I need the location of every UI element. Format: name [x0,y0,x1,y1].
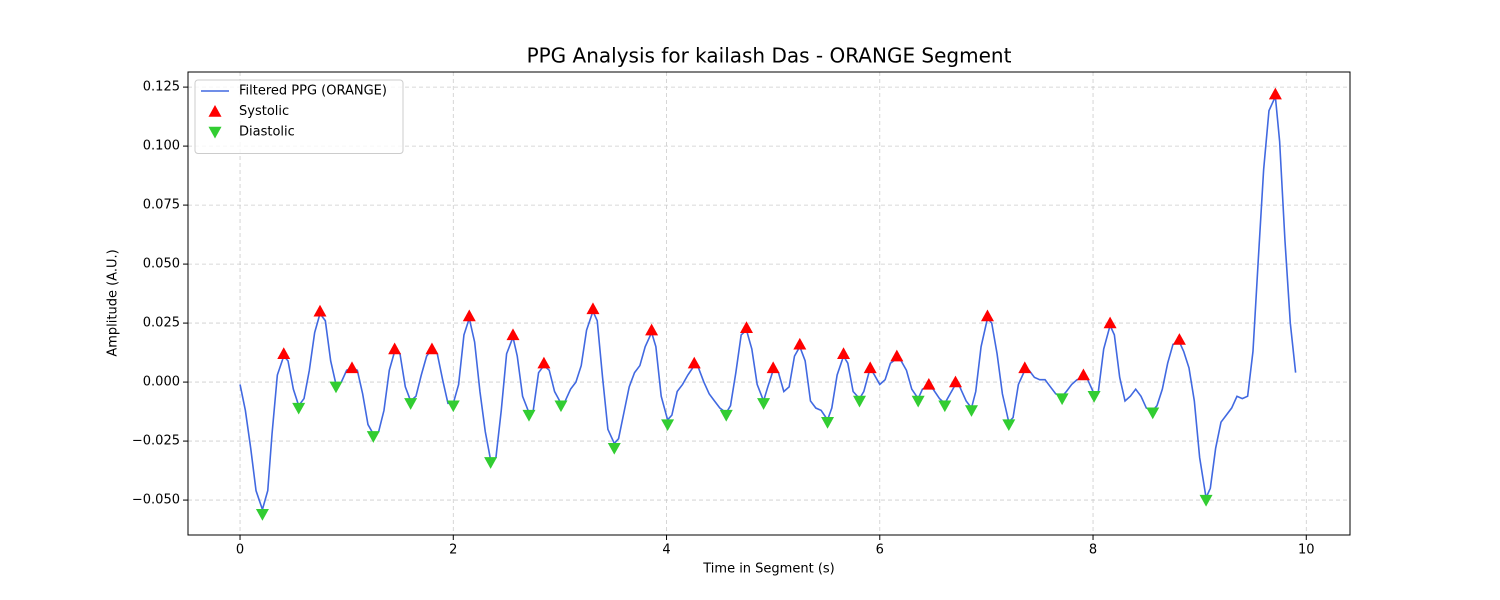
x-tick-label: 2 [449,543,457,558]
x-tick-label: 4 [662,543,670,558]
y-tick-label: 0.100 [143,139,180,154]
diastolic-marker [404,398,418,410]
systolic-marker [980,309,994,322]
plot-frame [187,71,1351,536]
legend-swatch [208,105,222,117]
systolic-marker [793,337,807,350]
systolic-marker [345,361,359,374]
legend-swatch [208,126,222,139]
chart-title: PPG Analysis for kailash Das - ORANGE Se… [527,44,1012,68]
systolic-marker [766,361,780,374]
diastolic-marker [964,405,978,417]
x-axis-label: Time in Segment (s) [702,562,834,577]
y-tick-label: 0.125 [143,80,180,95]
x-tick-label: 0 [236,543,244,558]
systolic-marker [1018,361,1032,374]
diastolic-marker [661,419,675,432]
x-tick-label: 6 [876,543,884,558]
legend-box [194,79,404,154]
systolic-marker [586,302,600,315]
systolic-marker [890,349,904,362]
y-tick-label: −0.025 [132,434,180,449]
systolic-marker [537,356,551,369]
systolic-marker [948,375,962,388]
y-tick-label: 0.075 [143,198,180,213]
data-line [239,93,1297,513]
legend-label: Systolic [239,104,289,119]
systolic-marker [687,356,701,369]
diastolic-marker [366,431,380,443]
systolic-marker [837,347,851,359]
diastolic-marker [607,442,621,455]
systolic-marker [313,304,327,317]
diastolic-marker [757,398,771,410]
systolic-marker [277,347,291,359]
diastolic-marker [911,395,925,408]
diastolic-marker [1087,391,1101,403]
y-axis-label: Amplitude (A.U.) [106,249,121,356]
diastolic-marker [821,416,835,429]
diastolic-marker [522,409,536,422]
systolic-marker [1103,316,1117,329]
diastolic-marker [1199,494,1213,507]
systolic-marker [863,361,877,374]
diastolic-marker [1002,419,1016,432]
systolic-marker [740,321,754,334]
systolic-marker [506,328,520,341]
y-tick-label: 0.000 [143,375,180,390]
x-tick-label: 8 [1089,543,1097,558]
systolic-marker [1172,333,1186,345]
diastolic-marker [292,402,306,415]
legend-label: Filtered PPG (ORANGE) [239,84,387,99]
diastolic-marker [484,457,498,469]
diastolic-marker [853,395,867,408]
diastolic-marker [1055,393,1069,406]
diastolic-marker [255,509,269,521]
systolic-marker [645,323,659,336]
systolic-marker [1076,368,1090,381]
y-tick-label: 0.025 [143,316,180,331]
diastolic-marker [329,381,343,394]
legend-label: Diastolic [239,125,295,140]
systolic-marker [1268,87,1282,100]
diastolic-marker [938,400,952,413]
systolic-marker [462,309,476,322]
systolic-marker [922,377,936,390]
diastolic-marker [446,400,460,413]
diastolic-marker [719,409,733,422]
diastolic-marker [554,400,568,413]
diastolic-marker [1146,407,1160,420]
x-tick-label: 10 [1298,543,1315,558]
systolic-marker [388,342,402,355]
y-tick-label: −0.050 [132,493,180,508]
systolic-marker [425,342,439,355]
y-tick-label: 0.050 [143,257,180,272]
